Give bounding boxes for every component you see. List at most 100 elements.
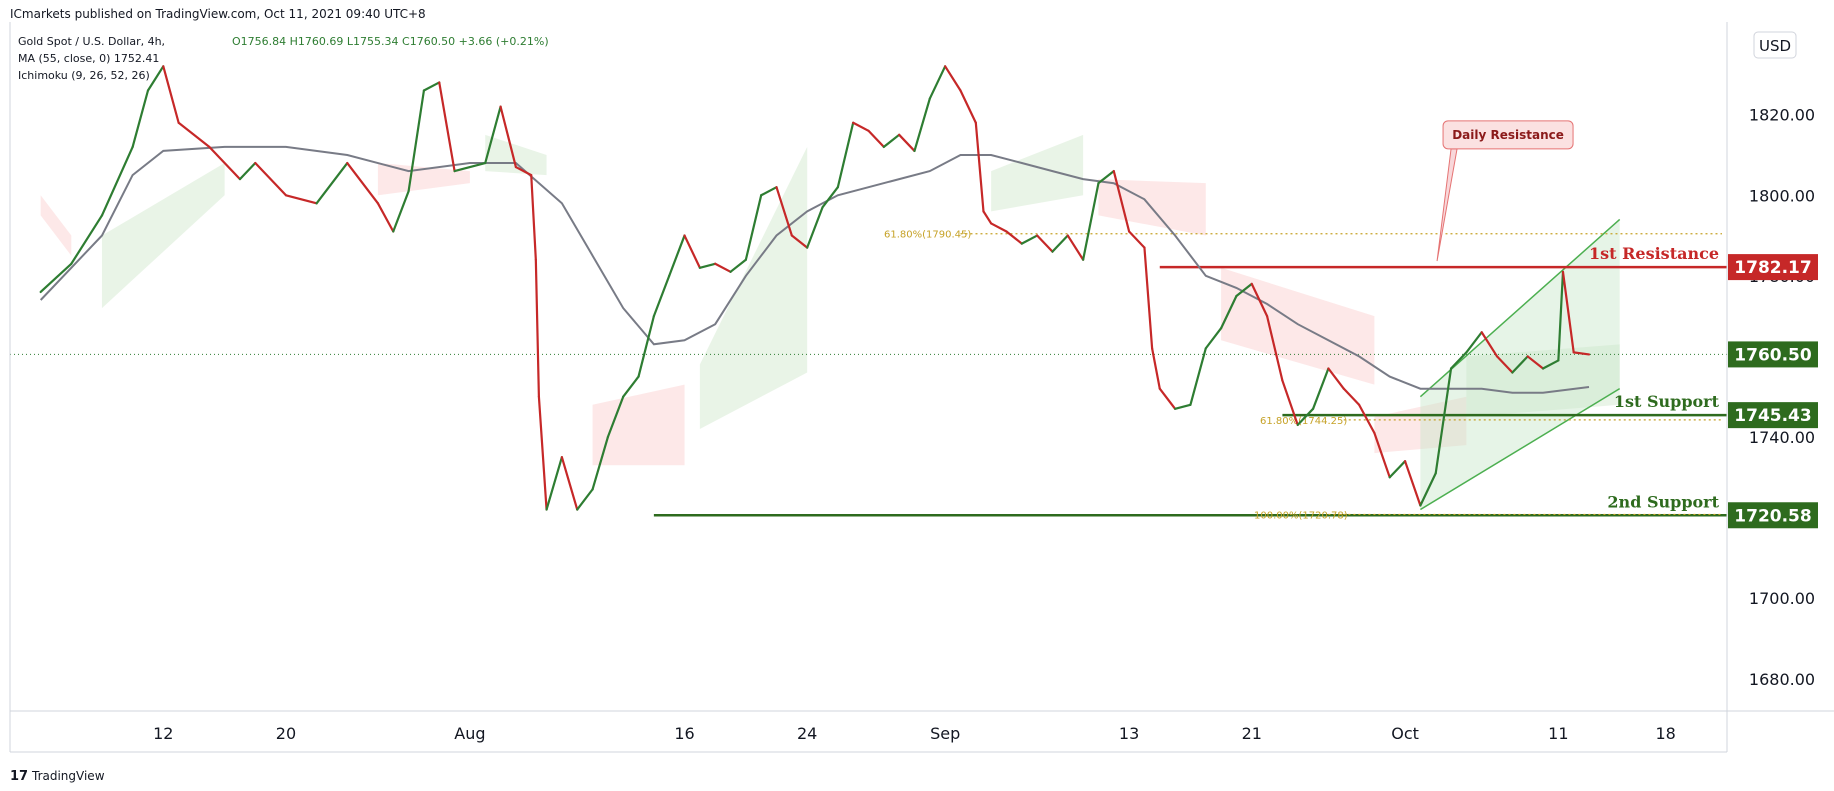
y-tick-label: 1700.00	[1749, 589, 1815, 608]
y-axis-ticks: 1680.001700.001720.001740.001760.001780.…	[1749, 106, 1815, 689]
price-segment	[1174, 403, 1192, 410]
price-segment	[1143, 246, 1154, 350]
price-tag-label: 1720.58	[1734, 506, 1811, 526]
x-tick-label: 16	[674, 724, 694, 743]
price-segment	[882, 133, 901, 149]
x-tick-label: 11	[1548, 724, 1568, 743]
price-segment	[836, 121, 855, 189]
legend-ohlc: O1756.84 H1760.69 L1755.34 C1760.50 +3.6…	[232, 35, 549, 48]
cloud-segment-9	[1374, 396, 1467, 454]
cloud-segment-5	[699, 146, 808, 429]
price-tag-label: 1760.50	[1734, 345, 1812, 365]
price-segment	[146, 65, 165, 92]
price-series	[39, 65, 1591, 511]
price-tag-bg	[1728, 254, 1818, 281]
price-segment	[1342, 387, 1361, 406]
fib-618-oct-label: 61.80%(1744.25)	[1260, 416, 1347, 427]
price-segment	[438, 81, 456, 173]
price-segment	[622, 375, 640, 398]
price-segment	[944, 65, 962, 92]
price-segment	[1128, 230, 1146, 249]
price-segment	[637, 315, 655, 378]
legend-ichimoku: Ichimoku (9, 26, 52, 26)	[18, 69, 150, 82]
price-tag-bg	[1728, 502, 1818, 529]
price-segment	[1005, 230, 1023, 245]
price-segment	[238, 161, 257, 181]
price-segment	[1082, 182, 1100, 261]
level-lines	[10, 265, 1727, 517]
currency-label: USD	[1759, 37, 1791, 55]
price-segment	[1250, 282, 1269, 318]
price-tag-label: 1782.17	[1734, 258, 1811, 278]
cloud-segment-3	[485, 134, 547, 176]
x-tick-label: 18	[1655, 724, 1675, 743]
price-segment	[683, 234, 701, 269]
fib-618-sep-label: 61.80%(1790.45)	[884, 230, 971, 241]
x-tick-label: 12	[153, 724, 173, 743]
price-segment	[254, 161, 288, 197]
price-tags: 1782.17 1760.50 1745.43 1720.58	[1728, 254, 1818, 529]
y-tick-label: 1680.00	[1749, 670, 1815, 689]
price-segment	[484, 105, 502, 165]
cloud-segment-10	[1466, 344, 1620, 417]
price-segment	[284, 194, 318, 205]
price-segment	[775, 186, 793, 237]
cloud-segment-1	[101, 163, 225, 309]
cloud-segment-2	[377, 163, 470, 196]
price-segment	[534, 258, 540, 398]
annotations: 1st Resistance 1st Support 2nd Support Dail…	[1436, 120, 1720, 511]
moving-average	[39, 145, 1590, 394]
price-segment	[1235, 282, 1253, 298]
price-segment	[1097, 169, 1115, 185]
price-segment	[1557, 270, 1565, 362]
price-tag-bg	[1728, 402, 1818, 429]
price-segment	[606, 395, 625, 439]
price-segment	[1357, 403, 1376, 435]
price-segment	[806, 206, 824, 249]
price-segment	[990, 222, 1008, 233]
x-tick-label: 13	[1119, 724, 1139, 743]
y-tick-label: 1820.00	[1749, 106, 1815, 125]
price-segment	[70, 214, 104, 265]
price-segment	[208, 145, 242, 181]
price-segment	[1465, 331, 1483, 354]
x-tick-label: 24	[797, 724, 817, 743]
price-segment	[1066, 234, 1085, 261]
price-segment	[1265, 315, 1284, 382]
price-segment	[453, 161, 487, 173]
price-segment	[162, 65, 180, 124]
price-segment	[346, 161, 380, 205]
price-segment	[1189, 347, 1207, 406]
daily-resistance-label: Daily Resistance	[1452, 128, 1564, 142]
price-segment	[913, 97, 931, 153]
price-segment	[560, 456, 579, 511]
daily-resistance-box	[1442, 120, 1574, 150]
price-segment	[392, 190, 410, 233]
price-segment	[1151, 347, 1161, 390]
y-tick-label: 1740.00	[1749, 428, 1815, 447]
cloud-segment-0	[40, 195, 72, 256]
price-tag-label: 1745.43	[1734, 406, 1811, 426]
price-segment	[1419, 472, 1437, 507]
price-segment	[422, 81, 441, 92]
currency-badge[interactable]	[1753, 31, 1797, 59]
price-segment	[1204, 327, 1223, 350]
price-segment	[898, 133, 916, 153]
price-segment	[1112, 169, 1131, 233]
price-segment	[1327, 367, 1345, 390]
channel-lower-line	[1420, 388, 1621, 511]
price-segment	[1373, 431, 1391, 479]
price-segment	[1511, 355, 1529, 374]
price-segment	[1020, 234, 1039, 245]
price-segment	[821, 186, 839, 209]
tradingview-logo[interactable]: 17 TradingView	[10, 769, 105, 784]
price-segment	[1403, 460, 1422, 507]
price-segment	[514, 165, 533, 177]
second-support-label: 2nd Support	[1607, 492, 1719, 511]
x-tick-label: Sep	[930, 724, 960, 743]
cloud-segment-6	[991, 134, 1084, 212]
price-segment	[407, 89, 426, 193]
price-tag-bg	[1728, 341, 1818, 368]
price-segment	[499, 105, 518, 169]
